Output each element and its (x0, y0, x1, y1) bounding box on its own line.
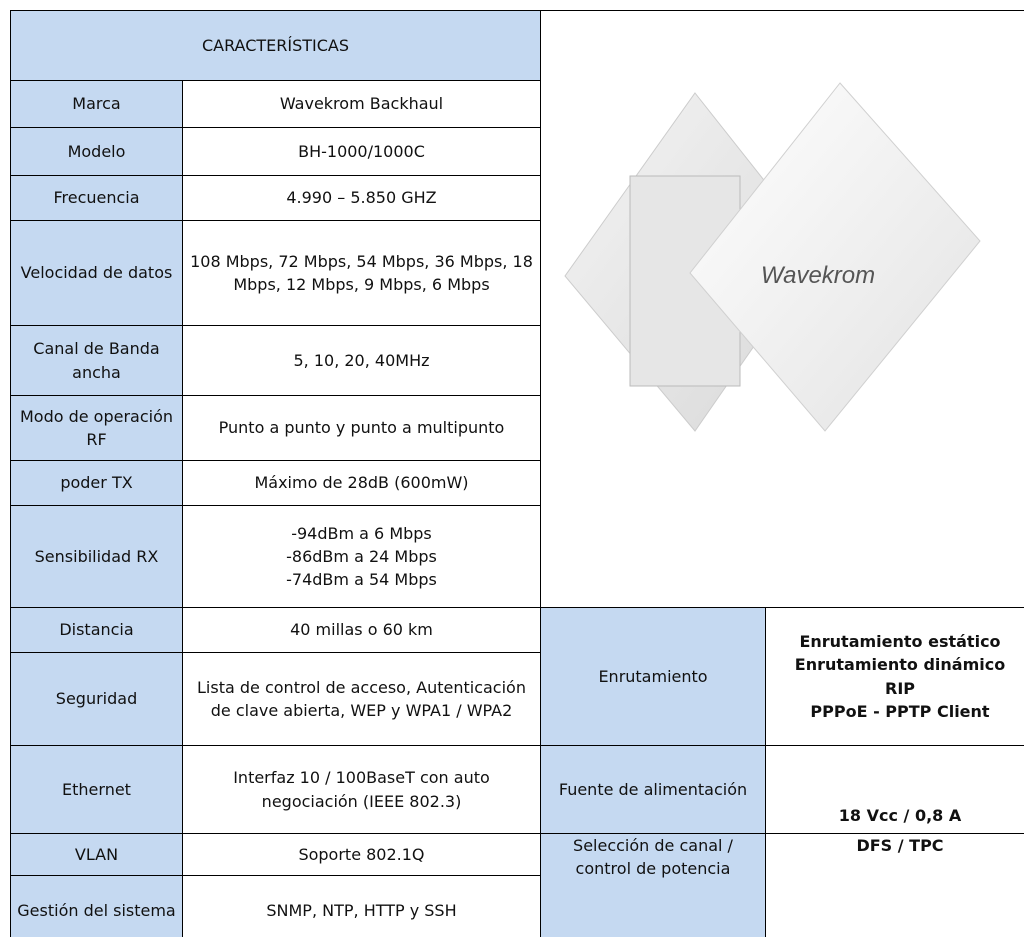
label-cell: Modo de operación RF (10, 395, 183, 461)
label-cell: Ethernet (10, 745, 183, 834)
side-value-cell: 18 Vcc / 0,8 A (765, 745, 1024, 834)
value-cell: Lista de control de acceso, Autenticació… (182, 652, 541, 746)
value-cell: 4.990 – 5.850 GHZ (182, 175, 541, 221)
cell-line: Enrutamiento dinámico (794, 655, 1006, 675)
value-cell: Wavekrom Backhaul (182, 80, 541, 128)
cell-line: -94dBm a 6 Mbps (291, 523, 432, 543)
label-cell: Velocidad de datos (10, 220, 183, 326)
side-value-cell: DFS / TPC (765, 833, 1024, 937)
cell-line: -74dBm a 54 Mbps (286, 570, 437, 590)
side-label-cell: Enrutamiento (540, 607, 766, 746)
value-cell: Soporte 802.1Q (182, 833, 541, 876)
header-cell: CARACTERÍSTICAS (10, 10, 541, 81)
cell-line: -86dBm a 24 Mbps (286, 546, 437, 566)
side-label-cell: Fuente de alimentación (540, 745, 766, 834)
label-cell: Seguridad (10, 652, 183, 746)
value-cell: Interfaz 10 / 100BaseT con auto negociac… (182, 745, 541, 834)
label-cell: Frecuencia (10, 175, 183, 221)
cell-line: Enrutamiento estático (799, 632, 1001, 652)
logo-text: Wavekrom (761, 262, 875, 289)
label-cell: Sensibilidad RX (10, 505, 183, 608)
label-cell: Gestión del sistema (10, 875, 183, 937)
label-cell: Modelo (10, 127, 183, 176)
value-cell: BH-1000/1000C (182, 127, 541, 176)
cell-line: RIP (885, 678, 915, 698)
value-cell: 108 Mbps, 72 Mbps, 54 Mbps, 36 Mbps, 18 … (182, 220, 541, 326)
side-label-cell: Selección de canal / control de potencia (540, 833, 766, 937)
product-image: Wavekrom (540, 10, 1024, 608)
cell-line: PPPoE - PPTP Client (810, 701, 990, 721)
value-cell: Punto a punto y punto a multipunto (182, 395, 541, 461)
side-value-cell: Enrutamiento estático Enrutamiento dinámi… (765, 607, 1024, 746)
label-cell: VLAN (10, 833, 183, 876)
value-cell: Máximo de 28dB (600mW) (182, 460, 541, 506)
product-illustration: Wavekrom (564, 82, 981, 432)
label-cell: Canal de Banda ancha (10, 325, 183, 396)
label-cell: Marca (10, 80, 183, 128)
value-cell: -94dBm a 6 Mbps -86dBm a 24 Mbps -74dBm a … (182, 505, 541, 608)
label-cell: Distancia (10, 607, 183, 653)
value-cell: 40 millas o 60 km (182, 607, 541, 653)
value-cell: SNMP, NTP, HTTP y SSH (182, 875, 541, 937)
value-cell: 5, 10, 20, 40MHz (182, 325, 541, 396)
label-cell: poder TX (10, 460, 183, 506)
